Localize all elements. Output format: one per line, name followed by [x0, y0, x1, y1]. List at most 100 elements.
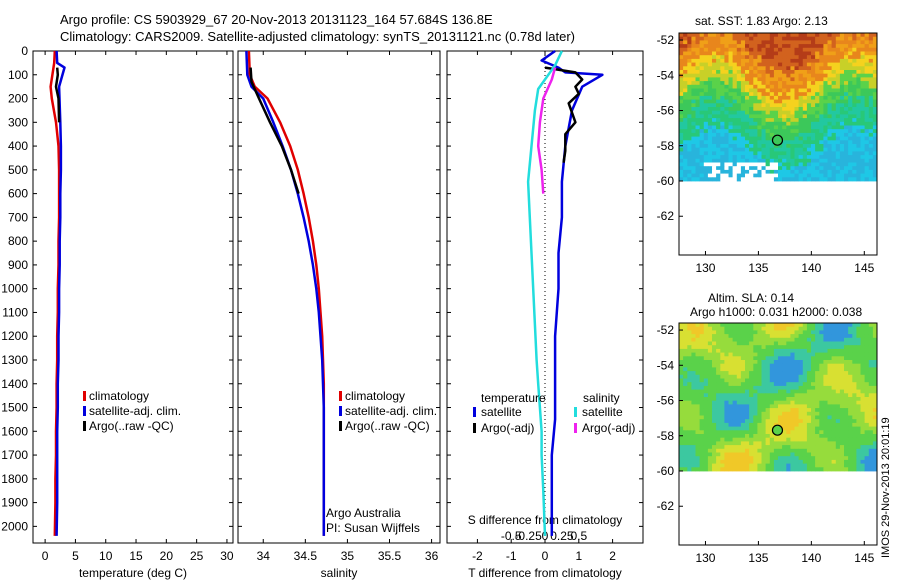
sla-cell [856, 341, 861, 346]
sla-cell [827, 448, 832, 453]
sla-cell [732, 371, 738, 376]
sla-cell [827, 459, 832, 464]
sla-cell [786, 400, 791, 405]
sla-cell [864, 363, 870, 368]
sla-cell [811, 330, 816, 335]
sla-cell [782, 400, 787, 405]
sst-cell [782, 166, 787, 171]
sst-cell [720, 114, 725, 119]
sst-cell [819, 166, 824, 171]
sst-cell [790, 110, 795, 115]
sst-cell [695, 47, 700, 52]
sla-cell [753, 360, 758, 365]
sla-cell [679, 445, 684, 450]
sst-cell [757, 77, 762, 82]
sst-cell [839, 155, 845, 160]
sst-cell [839, 88, 845, 93]
sst-cell [765, 73, 771, 78]
sst-cell [732, 47, 738, 52]
sst-cell [790, 118, 795, 123]
sst-cell [769, 121, 775, 126]
sst-cell [765, 114, 771, 119]
sst-cell [806, 55, 812, 60]
sla-cell [691, 456, 696, 461]
sst-cell [691, 70, 696, 75]
sst-cell [761, 103, 766, 108]
sst-cell [761, 151, 766, 156]
sst-cell [811, 62, 816, 67]
sla-cell [823, 467, 828, 472]
sst-cell [798, 140, 804, 145]
sla-cell [769, 378, 775, 383]
sla-cell [827, 363, 832, 368]
sla-cell [864, 345, 870, 350]
sst-cell [720, 125, 725, 130]
sla-cell [736, 419, 742, 424]
sst-cell [769, 44, 775, 49]
sst-cell [716, 114, 721, 119]
sst-cell [757, 132, 762, 137]
sst-cell [687, 110, 692, 115]
sla-cell [703, 448, 709, 453]
sla-cell [778, 463, 783, 468]
sla-cell [757, 378, 762, 383]
sst-cell [811, 118, 816, 123]
sst-cell [798, 84, 804, 89]
sla-cell [769, 415, 775, 420]
sla-cell [823, 415, 828, 420]
sla-cell [856, 459, 861, 464]
sst-cell [736, 177, 742, 182]
sla-cell [765, 408, 771, 413]
sla-cell [757, 467, 762, 472]
sla-cell [761, 411, 766, 416]
sst-cell [806, 129, 812, 134]
sst-cell [703, 147, 709, 152]
sst-cell [761, 88, 766, 93]
sst-cell [720, 169, 725, 174]
sst-cell [868, 84, 874, 89]
sst-cell [815, 169, 820, 174]
sst-cell [732, 36, 738, 41]
sst-x-tick-label: 145 [854, 261, 874, 275]
sla-cell [712, 371, 717, 376]
sst-cell [745, 147, 750, 152]
sla-cell [835, 385, 841, 390]
sla-cell [782, 463, 787, 468]
sst-cell [703, 110, 709, 115]
sla-cell [687, 385, 692, 390]
sst-cell [802, 169, 808, 174]
sla-cell [790, 422, 795, 427]
sst-cell [790, 169, 795, 174]
sst-cell [687, 92, 692, 97]
sst-cell [773, 55, 779, 60]
sla-cell [819, 437, 824, 442]
sst-cell [773, 151, 779, 156]
sst-cell [712, 132, 717, 137]
sst-cell [856, 47, 861, 52]
y-tick-label: 300 [8, 115, 28, 129]
sst-cell [765, 155, 771, 160]
sla-cell [831, 430, 837, 435]
sst-cell [782, 92, 787, 97]
sst-cell [753, 62, 758, 67]
sst-cell [703, 55, 709, 60]
sla-cell [765, 337, 771, 342]
sst-cell [815, 99, 820, 104]
sst-cell [815, 177, 820, 182]
sla-cell [802, 371, 808, 376]
sst-cell [745, 73, 750, 78]
sst-cell [819, 147, 824, 152]
sla-cell [736, 341, 742, 346]
sla-cell [703, 356, 709, 361]
sla-cell [827, 360, 832, 365]
sla-cell [827, 445, 832, 450]
sla-cell [716, 459, 721, 464]
sla-cell [839, 404, 845, 409]
sst-y-tick-label: -62 [657, 209, 675, 223]
sst-cell [798, 129, 804, 134]
sla-cell [773, 400, 779, 405]
sst-cell [819, 136, 824, 141]
sla-cell [707, 404, 713, 409]
sla-cell [835, 352, 841, 357]
sst-cell [827, 136, 832, 141]
